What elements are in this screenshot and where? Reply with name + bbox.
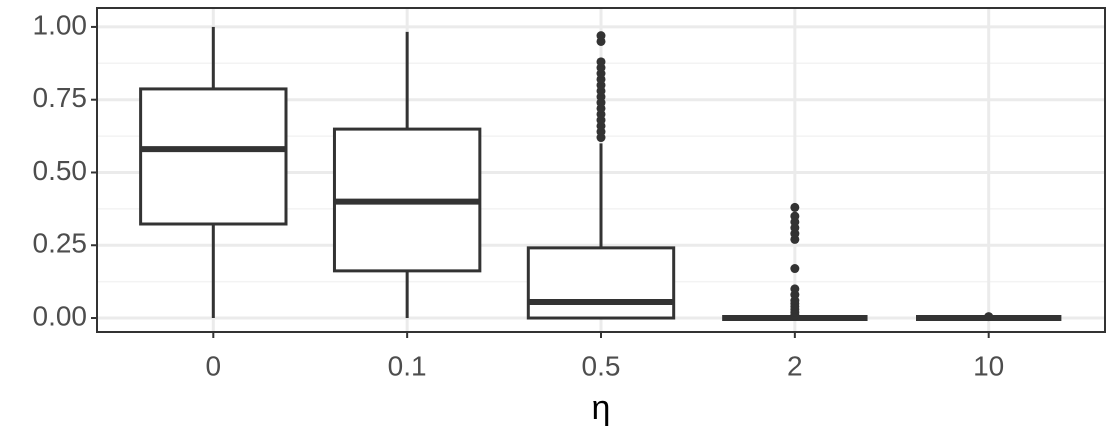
y-tick-label: 0.25 (33, 228, 88, 259)
y-tick-label: 1.00 (33, 9, 88, 40)
x-tick-label: 10 (973, 350, 1004, 381)
plot-border (96, 7, 1106, 333)
outlier (790, 284, 800, 294)
outlier (984, 312, 994, 322)
outlier (790, 264, 800, 274)
outlier (596, 31, 606, 41)
box (139, 87, 288, 226)
y-tick-label: 0.50 (33, 155, 88, 186)
x-tick-label: 0.5 (582, 350, 621, 381)
outlier (596, 57, 606, 67)
x-axis-label: η (592, 389, 611, 427)
x-tick-label: 2 (787, 350, 803, 381)
x-tick-label: 0 (206, 350, 222, 381)
x-tick-label: 0.1 (388, 350, 427, 381)
y-tick-label: 0.75 (33, 82, 88, 113)
box (526, 246, 676, 320)
outlier (790, 211, 800, 221)
outlier (790, 202, 800, 212)
y-tick-label: 0.00 (33, 300, 88, 331)
